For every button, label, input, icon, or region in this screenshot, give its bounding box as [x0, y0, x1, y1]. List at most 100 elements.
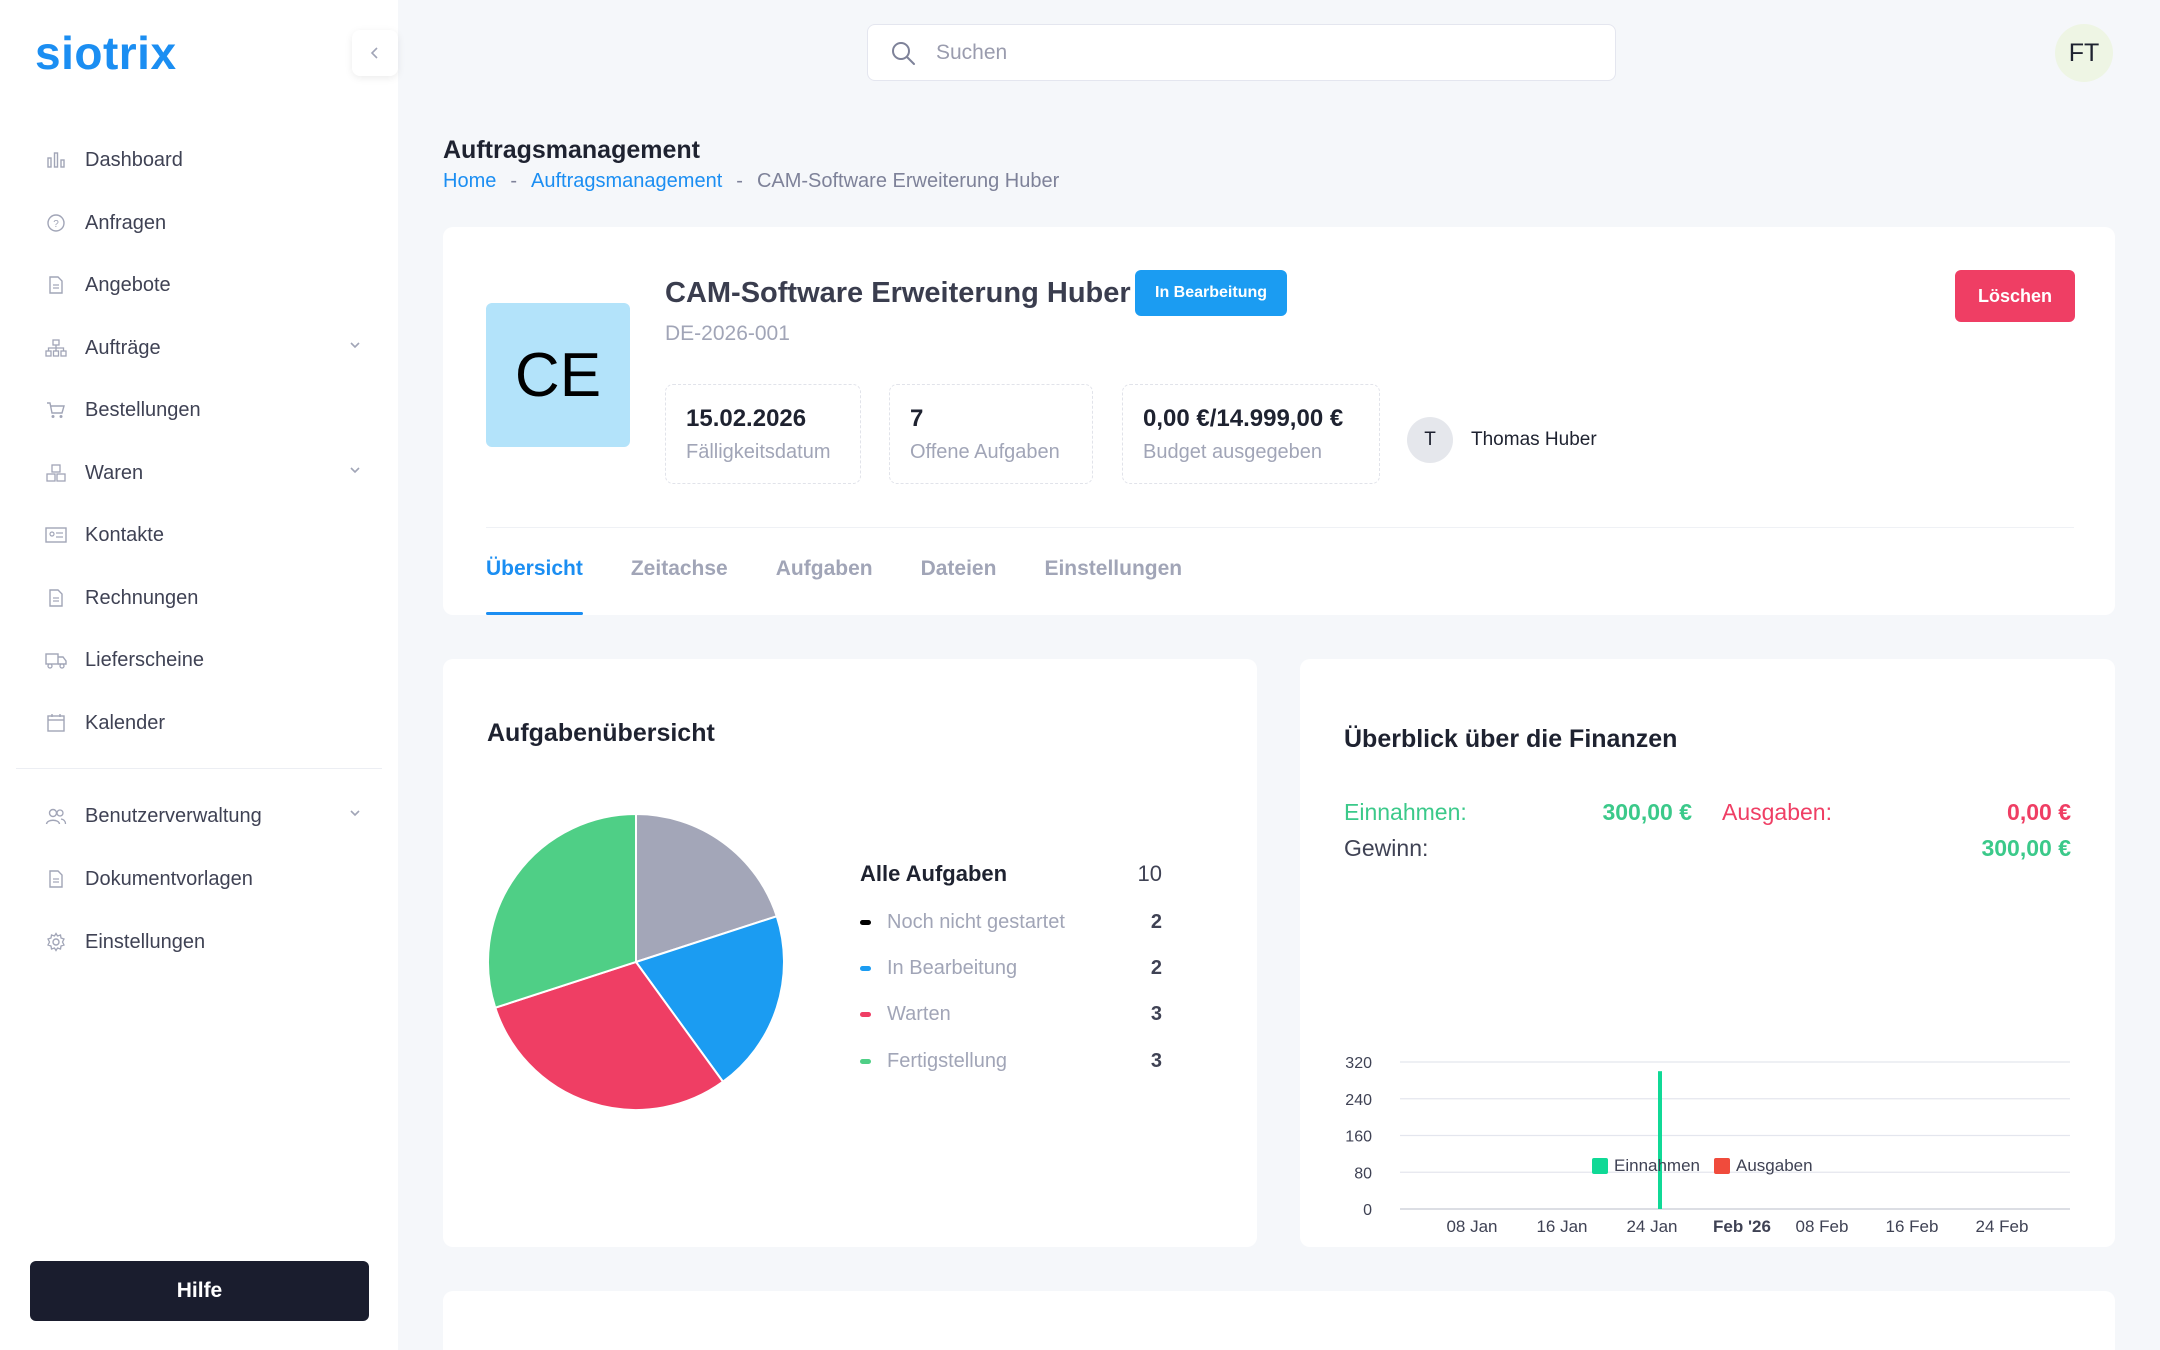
profit-label: Gewinn: — [1344, 835, 1429, 861]
pie-slice-not-started[interactable] — [635, 812, 779, 964]
pie-slice-completion[interactable] — [487, 812, 637, 1009]
sidebar-item-label: Bestellungen — [85, 398, 201, 421]
stat-due-date: 15.02.2026 Fälligkeitsdatum — [665, 384, 861, 484]
chevron-down-icon — [348, 806, 362, 825]
finance-overview-card: Überblick über die Finanzen Einnahmen: 3… — [1300, 659, 2115, 1247]
sidebar-item-label: Kalender — [85, 711, 166, 734]
income-label: Einnahmen: — [1344, 799, 1467, 825]
y-tick-label: 240 — [1345, 1092, 1372, 1109]
sidebar-item-label: Dashboard — [85, 148, 183, 171]
x-tick-label: 08 Feb — [1796, 1217, 1849, 1236]
sidebar-item-label: Benutzerverwaltung — [85, 804, 262, 827]
pie-slice-waiting[interactable] — [493, 960, 725, 1111]
x-tick-label: 24 Jan — [1626, 1217, 1677, 1236]
sidebar-divider — [16, 768, 382, 769]
sidebar-item-benutzerverwaltung[interactable]: Benutzerverwaltung — [44, 794, 370, 838]
tab-dateien[interactable]: Dateien — [920, 557, 997, 580]
status-badge: In Bearbeitung — [1135, 270, 1288, 316]
sidebar-item-bestellungen[interactable]: Bestellungen — [44, 388, 370, 432]
y-tick-label: 0 — [1363, 1202, 1372, 1219]
sidebar-item-label: Dokumentvorlagen — [85, 867, 253, 890]
search-bar[interactable] — [867, 24, 1616, 81]
stat-value: 0,00 €/14.999,00 € — [1143, 405, 1344, 432]
legend-count: 2 — [1150, 957, 1162, 979]
chevron-left-icon — [370, 47, 378, 59]
income-value: 300,00 € — [1602, 799, 1692, 825]
pie-slice-in-progress[interactable] — [634, 915, 785, 1084]
legend-label: Einnahmen — [1614, 1156, 1701, 1175]
sidebar-item-kontakte[interactable]: Kontakte — [44, 513, 370, 557]
project-avatar: CE — [486, 303, 630, 447]
sidebar-item-waren[interactable]: Waren — [44, 451, 370, 495]
tab-aufgaben[interactable]: Aufgaben — [775, 557, 873, 580]
sidebar-item-dokumentvorlagen[interactable]: Dokumentvorlagen — [44, 857, 370, 901]
stat-open-tasks: 7 Offene Aufgaben — [889, 384, 1093, 484]
finance-chart: 0 80 160 240 320 08 Jan 16 Jan 24 Jan Feb '26 08 … — [1345, 1055, 2070, 1236]
legend-label: In Bearbeitung — [887, 957, 1018, 979]
tab-einstellungen[interactable]: Einstellungen — [1044, 557, 1183, 580]
delete-button[interactable]: Löschen — [1955, 270, 2075, 322]
svg-text:?: ? — [53, 219, 59, 230]
stat-value: 7 — [910, 405, 924, 432]
project-owner[interactable]: T Thomas Huber — [1407, 417, 1597, 463]
search-icon — [890, 40, 916, 66]
x-tick-label: 08 Jan — [1446, 1217, 1497, 1236]
calendar-icon — [44, 711, 68, 735]
breadcrumb-home[interactable]: Home — [443, 170, 497, 192]
tab-uebersicht[interactable]: Übersicht — [486, 557, 583, 615]
help-button[interactable]: Hilfe — [30, 1261, 369, 1321]
legend-label: Fertigstellung — [887, 1050, 1008, 1072]
sidebar-item-label: Waren — [85, 461, 144, 484]
finance-card-title: Überblick über die Finanzen — [1344, 725, 1678, 753]
stat-caption: Offene Aufgaben — [910, 441, 1060, 463]
sidebar-collapse-button[interactable] — [352, 30, 398, 76]
sidebar-item-label: Einstellungen — [85, 930, 206, 953]
breadcrumb-auftragsmanagement[interactable]: Auftragsmanagement — [531, 170, 723, 192]
sidebar-item-label: Angebote — [85, 273, 171, 296]
sidebar-item-anfragen[interactable]: ? Anfragen — [44, 201, 370, 245]
sidebar-item-label: Anfragen — [85, 211, 167, 234]
project-tabs: Übersicht Zeitachse Aufgaben Dateien Ein… — [486, 557, 1182, 615]
sidebar-item-label: Rechnungen — [85, 586, 199, 609]
chevron-down-icon — [348, 463, 362, 482]
tasks-overview-card: Aufgabenübersicht Alle Aufgaben 10 Noch … — [443, 659, 1257, 1247]
truck-icon — [44, 648, 68, 672]
breadcrumb-current: CAM-Software Erweiterung Huber — [756, 170, 1060, 192]
sidebar-item-rechnungen[interactable]: Rechnungen — [44, 576, 370, 620]
y-tick-label: 80 — [1354, 1165, 1372, 1182]
sidebar-item-dashboard[interactable]: Dashboard — [44, 138, 370, 182]
expense-value: 0,00 € — [2007, 799, 2071, 825]
legend-item-einnahmen[interactable]: Einnahmen — [1592, 1156, 1700, 1176]
sidebar-item-lieferscheine[interactable]: Lieferscheine — [44, 638, 370, 682]
user-avatar[interactable]: FT — [2055, 24, 2113, 82]
expense-label: Ausgaben: — [1722, 799, 1832, 825]
legend-item-waiting: Warten 3 — [860, 1003, 1162, 1026]
profit-value: 300,00 € — [1981, 835, 2071, 861]
tab-zeitachse[interactable]: Zeitachse — [630, 557, 728, 580]
tasks-total-label: Alle Aufgaben — [860, 861, 1008, 886]
document-icon — [44, 586, 68, 610]
sidebar-item-aufträge[interactable]: Aufträge — [44, 326, 370, 370]
legend-label: Noch nicht gestartet — [887, 911, 1065, 933]
project-id: DE-2026-001 — [665, 322, 790, 345]
legend-item-ausgaben[interactable]: Ausgaben — [1714, 1156, 1813, 1176]
question-circle-icon: ? — [44, 211, 68, 235]
tasks-card-title: Aufgabenübersicht — [487, 719, 715, 747]
cart-icon — [44, 398, 68, 422]
stat-value: 15.02.2026 — [686, 405, 807, 432]
y-tick-label: 160 — [1345, 1129, 1372, 1146]
chevron-down-icon — [348, 338, 362, 357]
legend-count: 3 — [1150, 1050, 1162, 1072]
bar-einnahmen[interactable] — [1658, 1071, 1662, 1209]
legend-item-in-progress: In Bearbeitung 2 — [860, 957, 1162, 980]
app-logo[interactable]: siotrix — [35, 27, 177, 79]
document-icon — [44, 273, 68, 297]
search-input[interactable] — [936, 40, 1536, 65]
sidebar-item-einstellungen[interactable]: Einstellungen — [44, 920, 370, 964]
tasks-legend-header: Alle Aufgaben 10 — [860, 861, 1162, 887]
x-tick-label: 24 Feb — [1976, 1217, 2029, 1236]
sidebar-item-angebote[interactable]: Angebote — [44, 263, 370, 307]
x-tick-label: 16 Feb — [1886, 1217, 1939, 1236]
sidebar-item-kalender[interactable]: Kalender — [44, 701, 370, 745]
page-title: Auftragsmanagement — [443, 136, 700, 164]
